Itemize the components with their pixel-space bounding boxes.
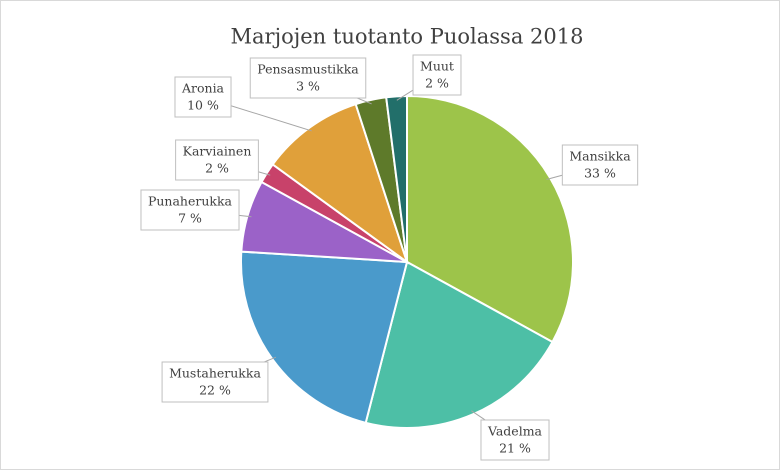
label-box [161,361,269,403]
label-name: Aronia [181,81,225,96]
label-box [249,57,367,99]
label-value: 10 % [187,98,219,113]
label-name: Karviainen [183,144,252,159]
label-name: Muut [420,59,454,74]
pie-slice [271,102,409,265]
label-box [480,419,550,461]
label-box [412,54,462,96]
label-value: 2 % [425,76,449,91]
label-value: 2 % [205,161,229,176]
label-name: Vadelma [487,424,543,439]
pie-slice [385,94,408,263]
label-box [140,189,240,231]
label-name: Mustaherukka [169,366,261,381]
data-label: Mustaherukka 22 % [161,361,269,403]
label-box [561,144,639,186]
data-label: Mansikka 33 % [561,144,639,186]
label-value: 21 % [499,441,531,456]
label-box [174,76,232,118]
label-value: 7 % [178,211,202,226]
label-value: 3 % [296,79,320,94]
data-label: Vadelma 21 % [480,419,550,461]
data-label: Muut 2 % [412,54,462,96]
data-label: Aronia 10 % [174,76,232,118]
label-name: Mansikka [569,149,631,164]
pie-slice [240,250,409,425]
label-value: 22 % [199,383,231,398]
label-box [175,139,259,181]
data-label: Pensasmustikka 3 % [249,57,367,99]
data-label: Punaherukka 7 % [140,189,240,231]
chart-title: Marjojen tuotanto Puolassa 2018 [231,25,584,49]
data-label: Karviainen 2 % [175,139,259,181]
label-value: 33 % [584,166,616,181]
pie-slice [406,94,574,344]
label-name: Pensasmustikka [257,62,359,77]
label-name: Punaherukka [148,194,233,209]
pie-slice [364,260,554,429]
